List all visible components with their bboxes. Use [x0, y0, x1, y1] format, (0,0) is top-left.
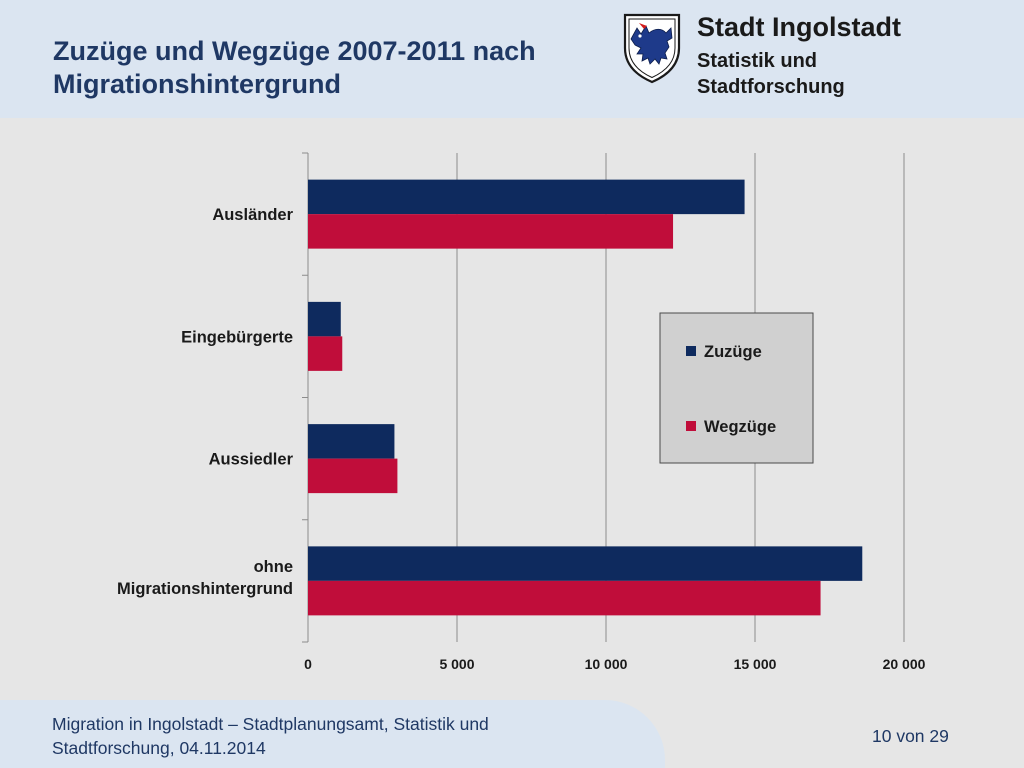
category-label: ohne — [254, 558, 293, 576]
bar-zuzuege — [308, 424, 395, 459]
header-band — [0, 0, 1024, 118]
page-title-line-2: Migrationshintergrund — [53, 69, 341, 99]
legend-label: Wegzüge — [704, 418, 776, 436]
bar-zuzuege — [308, 179, 745, 215]
department-line-1: Statistik und — [697, 50, 818, 72]
legend-label: Zuzüge — [704, 343, 762, 361]
bar-wegzuege — [308, 458, 398, 494]
page-title-line-1: Zuzüge und Wegzüge 2007-2011 nach — [53, 36, 536, 66]
category-label: Eingebürgerte — [181, 328, 293, 346]
bar-chart: 0 5 000 10 000 15 000 20 000 Ausländer Eingebü… — [117, 152, 926, 672]
chart-area: 0 5 000 10 000 15 000 20 000 Ausländer Eingebü… — [0, 140, 1024, 680]
category-label: Aussiedler — [209, 451, 294, 469]
category-label: Migrationshintergrund — [117, 580, 293, 598]
footer-line-1: Migration in Ingolstadt – Stadtplanungsa… — [52, 714, 489, 734]
x-tick-label: 5 000 — [439, 656, 474, 672]
x-tick-label: 15 000 — [734, 656, 777, 672]
legend-swatch — [686, 346, 696, 356]
footer-text: Migration in Ingolstadt – Stadtplanungsa… — [52, 712, 612, 760]
bar-wegzuege — [308, 214, 674, 249]
x-tick-label: 10 000 — [585, 656, 628, 672]
category-label: Ausländer — [212, 206, 293, 224]
x-tick-label: 0 — [304, 656, 312, 672]
x-tick-label: 20 000 — [883, 656, 926, 672]
department-name: Statistik und Stadtforschung — [697, 48, 845, 100]
department-line-2: Stadtforschung — [697, 76, 845, 98]
bar-wegzuege — [308, 336, 343, 371]
page-number: 10 von 29 — [872, 726, 949, 746]
legend-box — [659, 312, 814, 464]
legend-swatch — [686, 421, 696, 431]
bar-zuzuege — [308, 301, 341, 337]
bar-wegzuege — [308, 580, 821, 616]
footer-tab — [0, 700, 665, 768]
city-name: Stadt Ingolstadt — [697, 12, 901, 42]
footer-line-2: Stadtforschung, 04.11.2014 — [52, 738, 266, 758]
page-title: Zuzüge und Wegzüge 2007-2011 nach Migrat… — [53, 35, 613, 101]
bar-zuzuege — [308, 546, 863, 581]
ingolstadt-crest-icon — [623, 13, 681, 84]
